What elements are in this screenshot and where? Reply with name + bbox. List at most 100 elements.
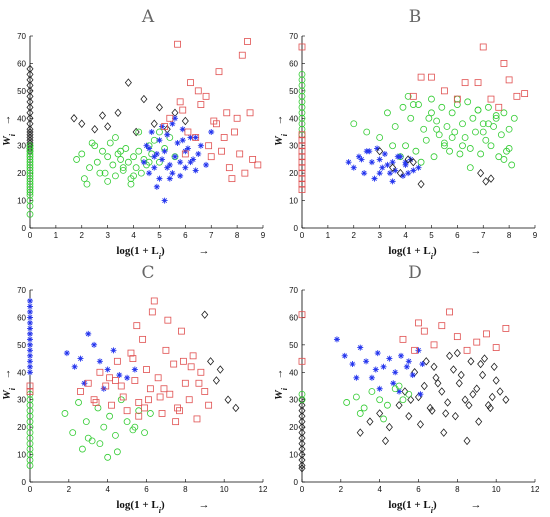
data-point	[411, 368, 419, 377]
data-point	[197, 142, 204, 149]
data-point	[428, 406, 436, 415]
data-point	[27, 358, 33, 365]
data-point	[298, 164, 306, 172]
data-point	[104, 366, 111, 373]
data-point	[298, 411, 306, 421]
x-tick-label: 6	[183, 231, 188, 240]
data-point	[484, 103, 492, 111]
data-point	[298, 439, 306, 448]
data-point	[389, 142, 397, 150]
data-point	[448, 134, 456, 141]
series-star-blue	[333, 336, 426, 398]
data-point	[298, 109, 306, 117]
data-point	[132, 127, 140, 137]
data-point	[82, 418, 90, 426]
data-point	[298, 147, 306, 155]
data-point	[399, 172, 406, 179]
data-point	[164, 316, 172, 324]
data-point	[181, 379, 189, 387]
data-point	[453, 333, 461, 341]
data-point	[139, 335, 147, 343]
data-point	[141, 429, 148, 437]
y-tick-label: 60	[289, 59, 298, 68]
data-point	[27, 314, 33, 321]
data-point	[26, 127, 34, 137]
data-point	[26, 70, 34, 79]
y-tick-label: 50	[17, 87, 26, 96]
x-tick-label: 0	[300, 231, 305, 240]
x-tick-label: 0	[300, 485, 305, 494]
data-point	[150, 297, 158, 305]
data-point	[417, 73, 425, 81]
data-point	[172, 418, 180, 426]
data-point	[521, 90, 529, 97]
series-circle-green	[298, 382, 413, 423]
data-point	[387, 170, 394, 177]
data-point	[212, 376, 220, 385]
data-point	[164, 131, 171, 138]
data-point	[415, 164, 422, 171]
data-point	[119, 393, 127, 401]
data-point	[228, 175, 236, 183]
x-tick-label: 9	[533, 231, 538, 240]
data-point	[27, 303, 33, 310]
data-point	[505, 76, 513, 84]
data-point	[91, 341, 98, 348]
data-point	[148, 129, 155, 135]
data-point	[26, 429, 34, 437]
data-point	[169, 120, 176, 127]
data-point	[399, 103, 407, 111]
data-point	[146, 385, 154, 393]
data-point	[83, 180, 91, 188]
data-point	[298, 422, 306, 432]
data-point	[119, 166, 127, 174]
data-point	[298, 390, 306, 398]
data-point	[154, 374, 162, 382]
data-point	[104, 177, 112, 185]
y-axis-arrow: →	[273, 115, 285, 126]
data-point	[399, 396, 407, 404]
data-point	[473, 384, 481, 393]
data-point	[26, 158, 34, 166]
data-point	[355, 153, 362, 160]
data-point	[461, 395, 469, 404]
data-point	[26, 166, 34, 174]
data-point	[77, 388, 84, 395]
data-point	[176, 407, 183, 415]
data-point	[457, 370, 465, 380]
data-point	[132, 164, 140, 172]
data-point	[487, 174, 495, 183]
data-point	[366, 148, 373, 155]
data-point	[298, 76, 306, 84]
series-square-red	[161, 38, 262, 183]
data-point	[114, 108, 122, 118]
data-point	[298, 158, 306, 166]
data-point	[488, 392, 496, 402]
data-point	[106, 139, 114, 147]
x-axis-label: log(1 + Li)	[388, 499, 437, 515]
data-point	[63, 350, 70, 357]
data-point	[151, 164, 158, 171]
data-point	[145, 396, 152, 404]
data-point	[26, 141, 34, 150]
data-point	[27, 319, 33, 326]
data-point	[415, 347, 422, 354]
data-point	[361, 170, 368, 177]
data-point	[170, 360, 178, 368]
data-point	[384, 161, 391, 168]
data-point	[298, 103, 306, 111]
data-point	[156, 137, 163, 144]
data-point	[244, 38, 251, 45]
y-axis-label: Wi	[273, 133, 289, 146]
data-point	[91, 125, 99, 134]
data-point	[104, 122, 112, 131]
data-point	[122, 145, 130, 152]
data-point	[438, 387, 446, 396]
data-point	[482, 177, 490, 186]
panel-c: C 0 2 4 6 8 10 12 0 10 20 30 40 50 60 70 log(1 + Li) → Wi →	[1, 263, 268, 515]
series-star-blue	[345, 145, 422, 185]
y-tick-label: 0	[294, 478, 299, 487]
data-point	[500, 156, 508, 163]
data-point	[487, 95, 495, 103]
data-point	[70, 114, 78, 123]
